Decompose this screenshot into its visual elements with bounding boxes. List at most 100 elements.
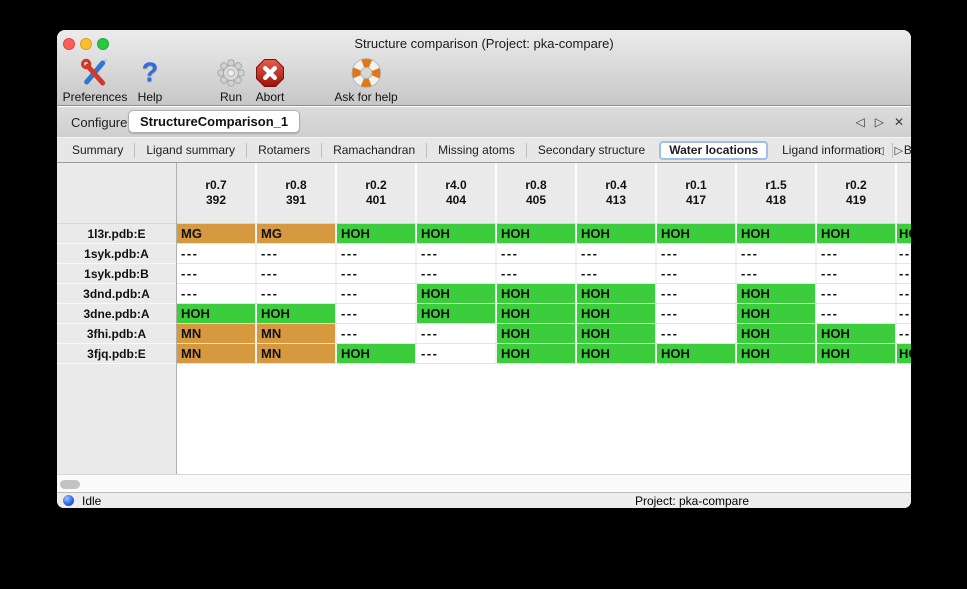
cell-water[interactable]: HOH [737,344,817,363]
cell-empty[interactable]: --- [657,304,737,323]
cell-water[interactable]: HOH [737,284,817,303]
cell-empty[interactable]: --- [337,264,417,283]
cell-water[interactable]: HOH [257,304,337,323]
cell-water[interactable]: HOH [497,344,577,363]
cell-water[interactable]: HOH [577,284,657,303]
zoom-window-button[interactable] [97,38,109,50]
cell-empty[interactable]: --- [337,244,417,263]
subtab-rotamers[interactable]: Rotamers [258,143,311,157]
cell-ion[interactable]: MG [257,224,337,243]
subtab-b-factors[interactable]: B-factors [903,143,911,157]
cell-empty[interactable]: --- [337,324,417,343]
cell-empty[interactable]: --- [417,264,497,283]
cell-empty[interactable]: --- [737,264,817,283]
cell-water[interactable]: HOH [497,224,577,243]
cell-empty[interactable]: --- [497,244,577,263]
row-label[interactable]: 1syk.pdb:A [57,244,176,264]
abort-button[interactable]: Abort [255,57,285,104]
cell-empty[interactable]: --- [337,284,417,303]
tab-close-icon[interactable]: ✕ [893,115,904,129]
minimize-window-button[interactable] [80,38,92,50]
row-label[interactable]: 1syk.pdb:B [57,264,176,284]
subtab-ramachandran[interactable]: Ramachandran [333,143,416,157]
row-label[interactable]: 3fhi.pdb:A [57,324,176,344]
tab-scroll-right-icon[interactable]: ▷ [874,115,884,129]
cell-water[interactable]: HOH [417,284,497,303]
cell-water[interactable]: HOH [657,344,737,363]
cell-empty[interactable]: --- [817,264,897,283]
cell-empty[interactable]: --- [657,244,737,263]
subtab-scroll-left-icon[interactable]: ◁ [875,143,884,157]
subtab-summary[interactable]: Summary [72,143,124,157]
subtab-ligand-information[interactable]: Ligand information [782,143,881,157]
cell-water[interactable]: HOH [817,324,897,343]
cell-empty[interactable]: --- [657,324,737,343]
cell-empty[interactable]: --- [177,284,257,303]
cell-water[interactable]: HOH [577,304,657,323]
cell-empty[interactable]: --- [417,244,497,263]
cell-water[interactable]: HOH [817,344,897,363]
cell-ion[interactable]: MN [257,344,337,363]
subtab-scroll-right-icon[interactable]: ▷ [894,143,903,157]
cell-water[interactable]: HOH [737,224,817,243]
horizontal-scrollbar[interactable] [57,474,911,492]
cell-ion[interactable]: MN [257,324,337,343]
subtab-secondary-structure[interactable]: Secondary structure [537,143,646,157]
tab-scroll-left-icon[interactable]: ◁ [855,115,865,129]
row-label[interactable]: 1l3r.pdb:E [57,224,176,244]
cell-empty[interactable]: --- [817,284,897,303]
cell-empty[interactable]: --- [897,284,911,303]
cell-ion[interactable]: MN [177,344,257,363]
scrollbar-thumb[interactable] [60,480,80,489]
tab-configure[interactable]: Configure [71,114,128,130]
cell-empty[interactable]: --- [417,344,497,363]
cell-empty[interactable]: --- [897,324,911,343]
cell-empty[interactable]: --- [497,264,577,283]
cell-ion[interactable]: MN [177,324,257,343]
ask-for-help-button[interactable]: Ask for help [334,57,398,104]
cell-water[interactable]: HOH [497,324,577,343]
cell-water[interactable]: HOH [577,324,657,343]
cell-water[interactable]: HOH [177,304,257,323]
close-window-button[interactable] [63,38,75,50]
row-label[interactable]: 3dnd.pdb:A [57,284,176,304]
cell-empty[interactable]: --- [177,244,257,263]
cell-empty[interactable]: --- [257,244,337,263]
cell-empty[interactable]: --- [897,304,911,323]
cell-water[interactable]: HOH [417,304,497,323]
cell-empty[interactable]: --- [737,244,817,263]
cell-water[interactable]: HOH [897,344,911,363]
cell-empty[interactable]: --- [657,284,737,303]
cell-empty[interactable]: --- [817,244,897,263]
cell-empty[interactable]: --- [897,244,911,263]
cell-empty[interactable]: --- [577,244,657,263]
row-label[interactable]: 3dne.pdb:A [57,304,176,324]
cell-water[interactable]: HOH [337,344,417,363]
tab-structurecomparison-1[interactable]: StructureComparison_1 [128,110,301,133]
cell-empty[interactable]: --- [337,304,417,323]
subtab-water-locations[interactable]: Water locations [659,140,769,160]
subtab-ligand-summary[interactable]: Ligand summary [146,143,236,157]
preferences-button[interactable]: Preferences [63,57,127,104]
cell-empty[interactable]: --- [257,284,337,303]
row-label[interactable]: 3fjq.pdb:E [57,344,176,364]
cell-water[interactable]: HOH [577,224,657,243]
cell-ion[interactable]: MG [177,224,257,243]
cell-empty[interactable]: --- [817,304,897,323]
cell-water[interactable]: HOH [497,304,577,323]
cell-water[interactable]: HOH [497,284,577,303]
subtab-missing-atoms[interactable]: Missing atoms [438,143,515,157]
cell-water[interactable]: HOH [577,344,657,363]
cell-empty[interactable]: --- [177,264,257,283]
cell-water[interactable]: HOH [337,224,417,243]
cell-empty[interactable]: --- [657,264,737,283]
cell-water[interactable]: HOH [657,224,737,243]
help-button[interactable]: ? Help [138,57,163,105]
cell-water[interactable]: HOH [817,224,897,243]
cell-empty[interactable]: --- [577,264,657,283]
cell-water[interactable]: HOH [737,324,817,343]
cell-water[interactable]: HOH [737,304,817,323]
cell-water[interactable]: HOH [417,224,497,243]
cell-empty[interactable]: --- [257,264,337,283]
run-button[interactable]: Run [217,57,245,104]
